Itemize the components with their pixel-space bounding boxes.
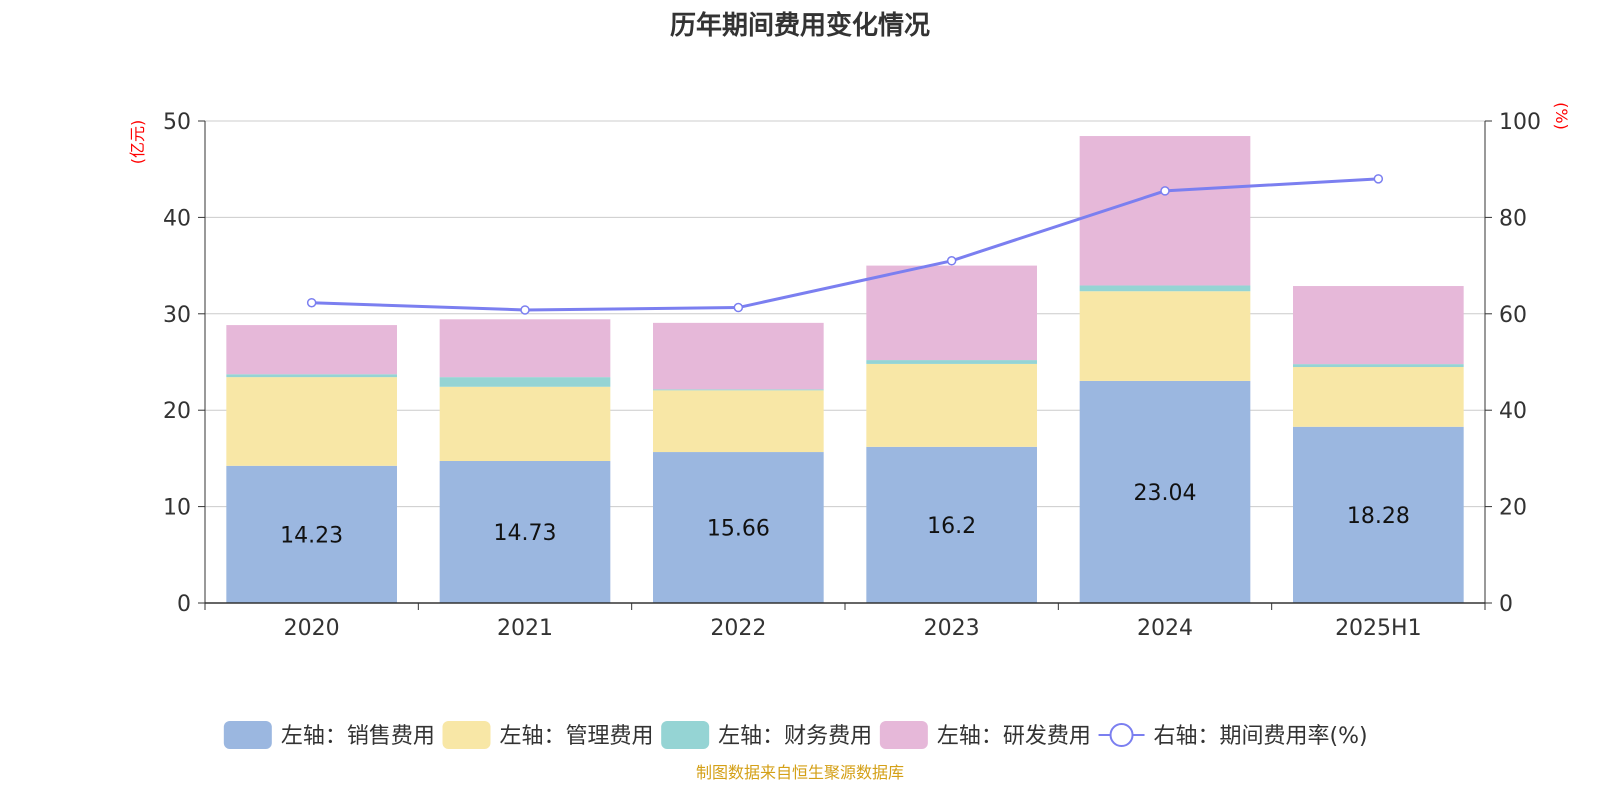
x-axis-tick-label: 2024 — [1137, 616, 1193, 641]
legend-item: 左轴：财务费用 — [661, 721, 872, 749]
x-axis-tick-label: 2021 — [497, 616, 553, 641]
bar — [1293, 367, 1464, 427]
left-axis-tick-label: 10 — [163, 496, 191, 521]
bar — [1079, 285, 1251, 292]
bar — [439, 461, 611, 603]
gridlines — [205, 120, 1485, 508]
x-axis-tick-label: 2023 — [924, 616, 980, 641]
bar — [226, 465, 397, 603]
line-point — [1160, 186, 1170, 196]
right-axis-tick-label: 40 — [1499, 399, 1527, 424]
line-point — [520, 305, 530, 315]
left-axis-tick-label: 20 — [163, 399, 191, 424]
left-axis-tick-label: 0 — [177, 592, 191, 617]
legend-label: 左轴：管理费用 — [500, 724, 654, 749]
bar — [866, 363, 1037, 447]
bar — [439, 377, 611, 387]
source-note: 制图数据来自恒生聚源数据库 — [696, 763, 904, 782]
legend-item: 左轴：研发费用 — [879, 721, 1091, 749]
bar — [226, 325, 397, 375]
x-axis-tick-label: 2025H1 — [1335, 616, 1422, 641]
bar-data-label: 18.28 — [1347, 504, 1410, 529]
bar — [653, 389, 824, 391]
chart-title: 历年期间费用变化情况 — [670, 10, 930, 41]
legend-item: 左轴：管理费用 — [442, 721, 654, 749]
right-axis-tick-label: 100 — [1499, 110, 1541, 135]
right-axis-tick-label: 60 — [1499, 303, 1527, 328]
bar — [866, 360, 1037, 364]
legend-item: 右轴：期间费用率(%) — [1098, 723, 1368, 749]
left-axis-tick-label: 40 — [163, 206, 191, 231]
legend-label: 左轴：销售费用 — [281, 724, 435, 749]
data-labels: 14.23 14.73 15.66 16.2 23.04 18.28 — [280, 481, 1410, 548]
bar-series — [226, 136, 1464, 603]
bar — [1293, 364, 1464, 368]
bar — [866, 446, 1037, 603]
bar — [653, 390, 824, 453]
right-axis-tick-label: 20 — [1499, 496, 1527, 521]
legend-item: 左轴：销售费用 — [223, 721, 435, 749]
legend-swatch — [661, 721, 710, 749]
bar — [1079, 380, 1251, 603]
line-point — [946, 256, 957, 266]
bar — [653, 322, 824, 390]
line-point — [1373, 174, 1384, 184]
bar-data-label: 16.2 — [927, 514, 976, 539]
bar — [653, 452, 824, 603]
right-axis-unit: (%) — [1552, 102, 1571, 130]
left-axis-tick-label: 30 — [163, 303, 191, 328]
line-point — [733, 302, 744, 313]
left-axis-tick-label: 50 — [163, 110, 191, 135]
bar-data-label: 15.66 — [707, 517, 770, 542]
bar-data-label: 14.73 — [494, 521, 557, 546]
legend-swatch — [223, 721, 272, 749]
bar — [866, 265, 1037, 361]
left-axis-unit: (亿元) — [128, 120, 147, 165]
bar-data-label: 14.23 — [280, 523, 343, 548]
line-point — [306, 297, 317, 308]
axes: 0 10 20 30 40 50 0 20 40 60 80 100 2020 2021 2022 2023 2… — [163, 110, 1541, 641]
legend-swatch — [879, 721, 928, 749]
legend-label: 左轴：财务费用 — [718, 724, 872, 749]
bar — [226, 374, 397, 378]
legend-swatch — [442, 721, 491, 749]
bar — [226, 377, 397, 466]
right-axis-tick-label: 0 — [1499, 592, 1513, 617]
bar — [439, 386, 611, 462]
legend-label: 右轴：期间费用率(%) — [1154, 724, 1368, 749]
bar-data-label: 23.04 — [1134, 481, 1197, 506]
x-axis-tick-label: 2022 — [710, 616, 766, 641]
right-axis-tick-label: 80 — [1499, 206, 1527, 231]
legend-label: 左轴：研发费用 — [937, 724, 1091, 749]
legend: 左轴：销售费用 左轴：管理费用 左轴：财务费用 左轴：研发费用 右轴：期间费用率(%) — [223, 721, 1368, 749]
bar — [1079, 291, 1251, 381]
legend-line-marker — [1109, 723, 1134, 747]
line-path — [311, 177, 1379, 312]
bar — [1293, 286, 1464, 365]
line-series — [306, 174, 1384, 315]
bar — [439, 319, 611, 378]
x-axis-tick-label: 2020 — [284, 616, 340, 641]
bar — [1293, 426, 1464, 603]
